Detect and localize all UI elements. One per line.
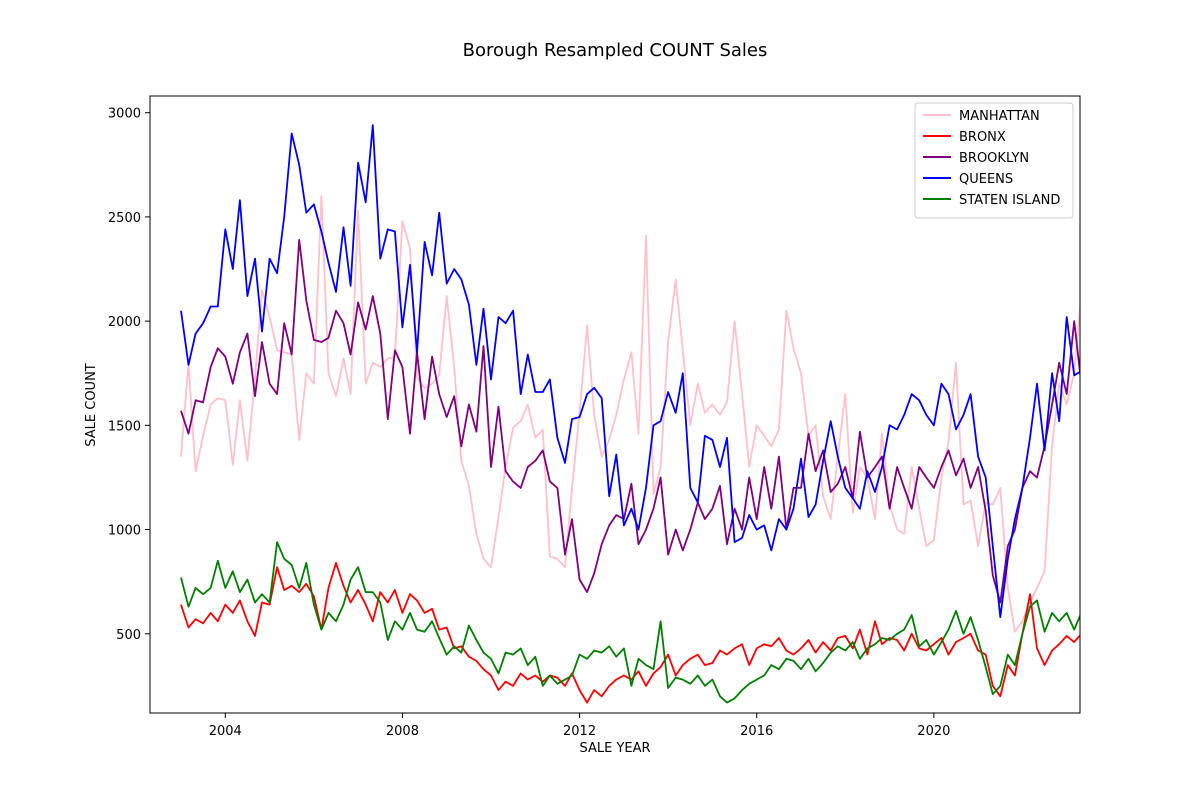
legend-box [914,102,1074,219]
y-tick-label: 2000 [108,315,141,330]
x-tick-label: 2012 [563,724,596,739]
series-line-bronx [180,562,1080,704]
plot-frame [149,95,1081,714]
x-tick-label: 2008 [386,724,419,739]
legend-label-manhattan: MANHATTAN [959,109,1040,124]
x-axis-title: SALE YEAR [579,741,650,756]
legend: MANHATTAN BRONX BROOKLYN QUEENS STATEN ISLAN… [914,102,1074,219]
series-line-queens [180,124,1080,618]
y-tick-label: 2500 [108,211,141,226]
legend-label-bronx: BRONX [959,130,1006,145]
x-tick-label: 2016 [740,724,773,739]
x-axis: 2004 2008 2012 2016 2020 [209,713,950,739]
legend-label-brooklyn: BROOKLYN [959,151,1029,166]
y-tick-label: 1500 [108,419,141,434]
y-tick-label: 3000 [108,107,141,122]
series-line-staten-island [180,541,1080,704]
chart-title: Borough Resampled COUNT Sales [463,40,768,61]
legend-label-queens: QUEENS [959,172,1013,187]
series-line-brooklyn [180,238,1080,604]
x-tick-label: 2004 [209,724,242,739]
series-line-manhattan [180,195,1080,633]
y-axis: 500 1000 1500 2000 2500 3000 [108,107,150,643]
legend-label-staten-island: STATEN ISLAND [959,193,1060,208]
series-layer [180,124,1080,704]
y-axis-title: SALE COUNT [84,363,99,447]
x-tick-label: 2020 [917,724,950,739]
y-tick-label: 1000 [108,524,141,539]
y-tick-label: 500 [116,628,141,643]
